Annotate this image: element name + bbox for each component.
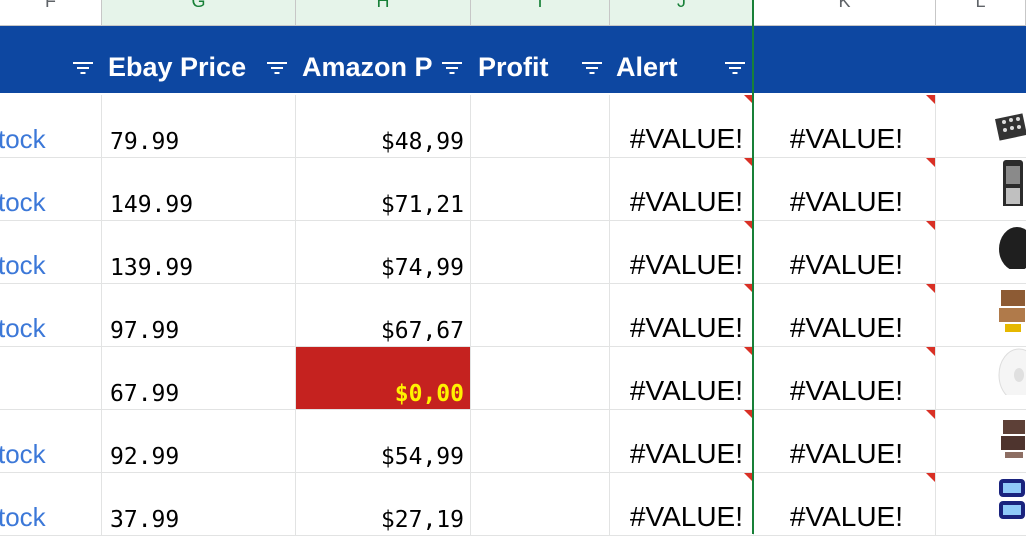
column-header-j[interactable]: J bbox=[610, 0, 754, 26]
product-thumbnail[interactable] bbox=[995, 108, 1026, 156]
comment-indicator-icon bbox=[744, 158, 753, 167]
column-header-k[interactable]: K bbox=[754, 0, 936, 26]
profit-cell[interactable]: #VALUE! bbox=[610, 473, 754, 535]
status-cell[interactable]: tock bbox=[0, 221, 102, 283]
header-alert[interactable]: Alert bbox=[616, 52, 678, 82]
profit-cell[interactable]: #VALUE! bbox=[610, 347, 754, 409]
table-row: 67.99 $0,00 #VALUE! #VALUE! bbox=[0, 347, 1026, 410]
status-link[interactable]: tock bbox=[0, 124, 46, 154]
header-ebay-price[interactable]: Ebay Price bbox=[108, 52, 247, 82]
amazon-price-cell[interactable]: $67,67 bbox=[296, 284, 471, 346]
empty-cell[interactable] bbox=[471, 347, 610, 409]
comment-indicator-icon bbox=[926, 284, 935, 293]
status-cell[interactable]: tock bbox=[0, 284, 102, 346]
status-link[interactable]: tock bbox=[0, 439, 46, 469]
ebay-price-cell[interactable]: 139.99 bbox=[102, 221, 296, 283]
filter-icon[interactable] bbox=[441, 62, 463, 76]
empty-cell[interactable] bbox=[471, 284, 610, 346]
amazon-price-cell[interactable]: $27,19 bbox=[296, 473, 471, 535]
table-row: tock 97.99 $67,67 #VALUE! #VALUE! bbox=[0, 284, 1026, 347]
amazon-price-cell[interactable]: $48,99 bbox=[296, 95, 471, 157]
ebay-price-cell[interactable]: 37.99 bbox=[102, 473, 296, 535]
filter-icon[interactable] bbox=[581, 62, 603, 76]
filter-icon[interactable] bbox=[266, 62, 288, 76]
ebay-price-cell[interactable]: 67.99 bbox=[102, 347, 296, 409]
status-cell[interactable]: tock bbox=[0, 473, 102, 535]
comment-indicator-icon bbox=[926, 158, 935, 167]
profit-cell[interactable]: #VALUE! bbox=[610, 284, 754, 346]
table-row: tock 37.99 $27,19 #VALUE! #VALUE! bbox=[0, 473, 1026, 536]
comment-indicator-icon bbox=[744, 284, 753, 293]
column-header-i[interactable]: I bbox=[471, 0, 610, 26]
table-row: tock 149.99 $71,21 #VALUE! #VALUE! bbox=[0, 158, 1026, 221]
comment-indicator-icon bbox=[744, 95, 753, 104]
profit-cell[interactable]: #VALUE! bbox=[610, 158, 754, 220]
status-link[interactable]: tock bbox=[0, 502, 46, 532]
status-cell[interactable]: tock bbox=[0, 410, 102, 472]
alert-cell[interactable]: #VALUE! bbox=[754, 473, 936, 535]
profit-cell[interactable]: #VALUE! bbox=[610, 221, 754, 283]
alert-cell[interactable]: #VALUE! bbox=[754, 158, 936, 220]
amazon-price-cell[interactable]: $71,21 bbox=[296, 158, 471, 220]
amazon-price-cell[interactable]: $74,99 bbox=[296, 221, 471, 283]
comment-indicator-icon bbox=[926, 221, 935, 230]
product-thumbnail[interactable] bbox=[995, 158, 1026, 206]
ebay-price-cell[interactable]: 97.99 bbox=[102, 284, 296, 346]
product-thumbnail[interactable] bbox=[995, 347, 1026, 395]
empty-cell[interactable] bbox=[471, 473, 610, 535]
comment-indicator-icon bbox=[926, 95, 935, 104]
ebay-price-cell[interactable]: 92.99 bbox=[102, 410, 296, 472]
empty-cell[interactable] bbox=[471, 158, 610, 220]
filter-icon[interactable] bbox=[724, 62, 746, 76]
product-thumbnail[interactable] bbox=[995, 473, 1026, 521]
ebay-price-cell[interactable]: 149.99 bbox=[102, 158, 296, 220]
header-amazon-price[interactable]: Amazon P bbox=[302, 52, 433, 82]
empty-cell[interactable] bbox=[471, 221, 610, 283]
filter-icon[interactable] bbox=[72, 62, 94, 76]
profit-cell[interactable]: #VALUE! bbox=[610, 410, 754, 472]
alert-cell[interactable]: #VALUE! bbox=[754, 95, 936, 157]
column-header-h[interactable]: H bbox=[296, 0, 471, 26]
amazon-price-cell[interactable]: $54,99 bbox=[296, 410, 471, 472]
profit-cell[interactable]: #VALUE! bbox=[610, 95, 754, 157]
comment-indicator-icon bbox=[926, 410, 935, 419]
status-cell[interactable] bbox=[0, 347, 102, 409]
comment-indicator-icon bbox=[744, 221, 753, 230]
header-row-band bbox=[0, 26, 1026, 93]
amazon-price-cell-alert[interactable]: $0,00 bbox=[296, 347, 471, 409]
alert-cell[interactable]: #VALUE! bbox=[754, 221, 936, 283]
comment-indicator-icon bbox=[926, 473, 935, 482]
status-link[interactable]: tock bbox=[0, 313, 46, 343]
comment-indicator-icon bbox=[926, 347, 935, 356]
header-profit[interactable]: Profit bbox=[478, 52, 549, 82]
empty-cell[interactable] bbox=[471, 95, 610, 157]
table-row: tock 79.99 $48,99 #VALUE! #VALUE! bbox=[0, 95, 1026, 158]
empty-cell[interactable] bbox=[471, 410, 610, 472]
product-thumbnail[interactable] bbox=[995, 221, 1026, 269]
comment-indicator-icon bbox=[744, 347, 753, 356]
status-cell[interactable]: tock bbox=[0, 95, 102, 157]
product-thumbnail[interactable] bbox=[995, 284, 1026, 332]
comment-indicator-icon bbox=[744, 410, 753, 419]
column-header-f[interactable]: F bbox=[0, 0, 102, 26]
status-cell[interactable]: tock bbox=[0, 158, 102, 220]
column-header-l[interactable]: L bbox=[936, 0, 1026, 26]
alert-cell[interactable]: #VALUE! bbox=[754, 347, 936, 409]
product-thumbnail[interactable] bbox=[995, 410, 1026, 458]
alert-cell[interactable]: #VALUE! bbox=[754, 284, 936, 346]
table-row: tock 92.99 $54,99 #VALUE! #VALUE! bbox=[0, 410, 1026, 473]
table-row: tock 139.99 $74,99 #VALUE! #VALUE! bbox=[0, 221, 1026, 284]
column-header-g[interactable]: G bbox=[102, 0, 296, 26]
selection-border bbox=[752, 0, 754, 534]
status-link[interactable]: tock bbox=[0, 187, 46, 217]
alert-cell[interactable]: #VALUE! bbox=[754, 410, 936, 472]
comment-indicator-icon bbox=[744, 473, 753, 482]
status-link[interactable]: tock bbox=[0, 250, 46, 280]
ebay-price-cell[interactable]: 79.99 bbox=[102, 95, 296, 157]
